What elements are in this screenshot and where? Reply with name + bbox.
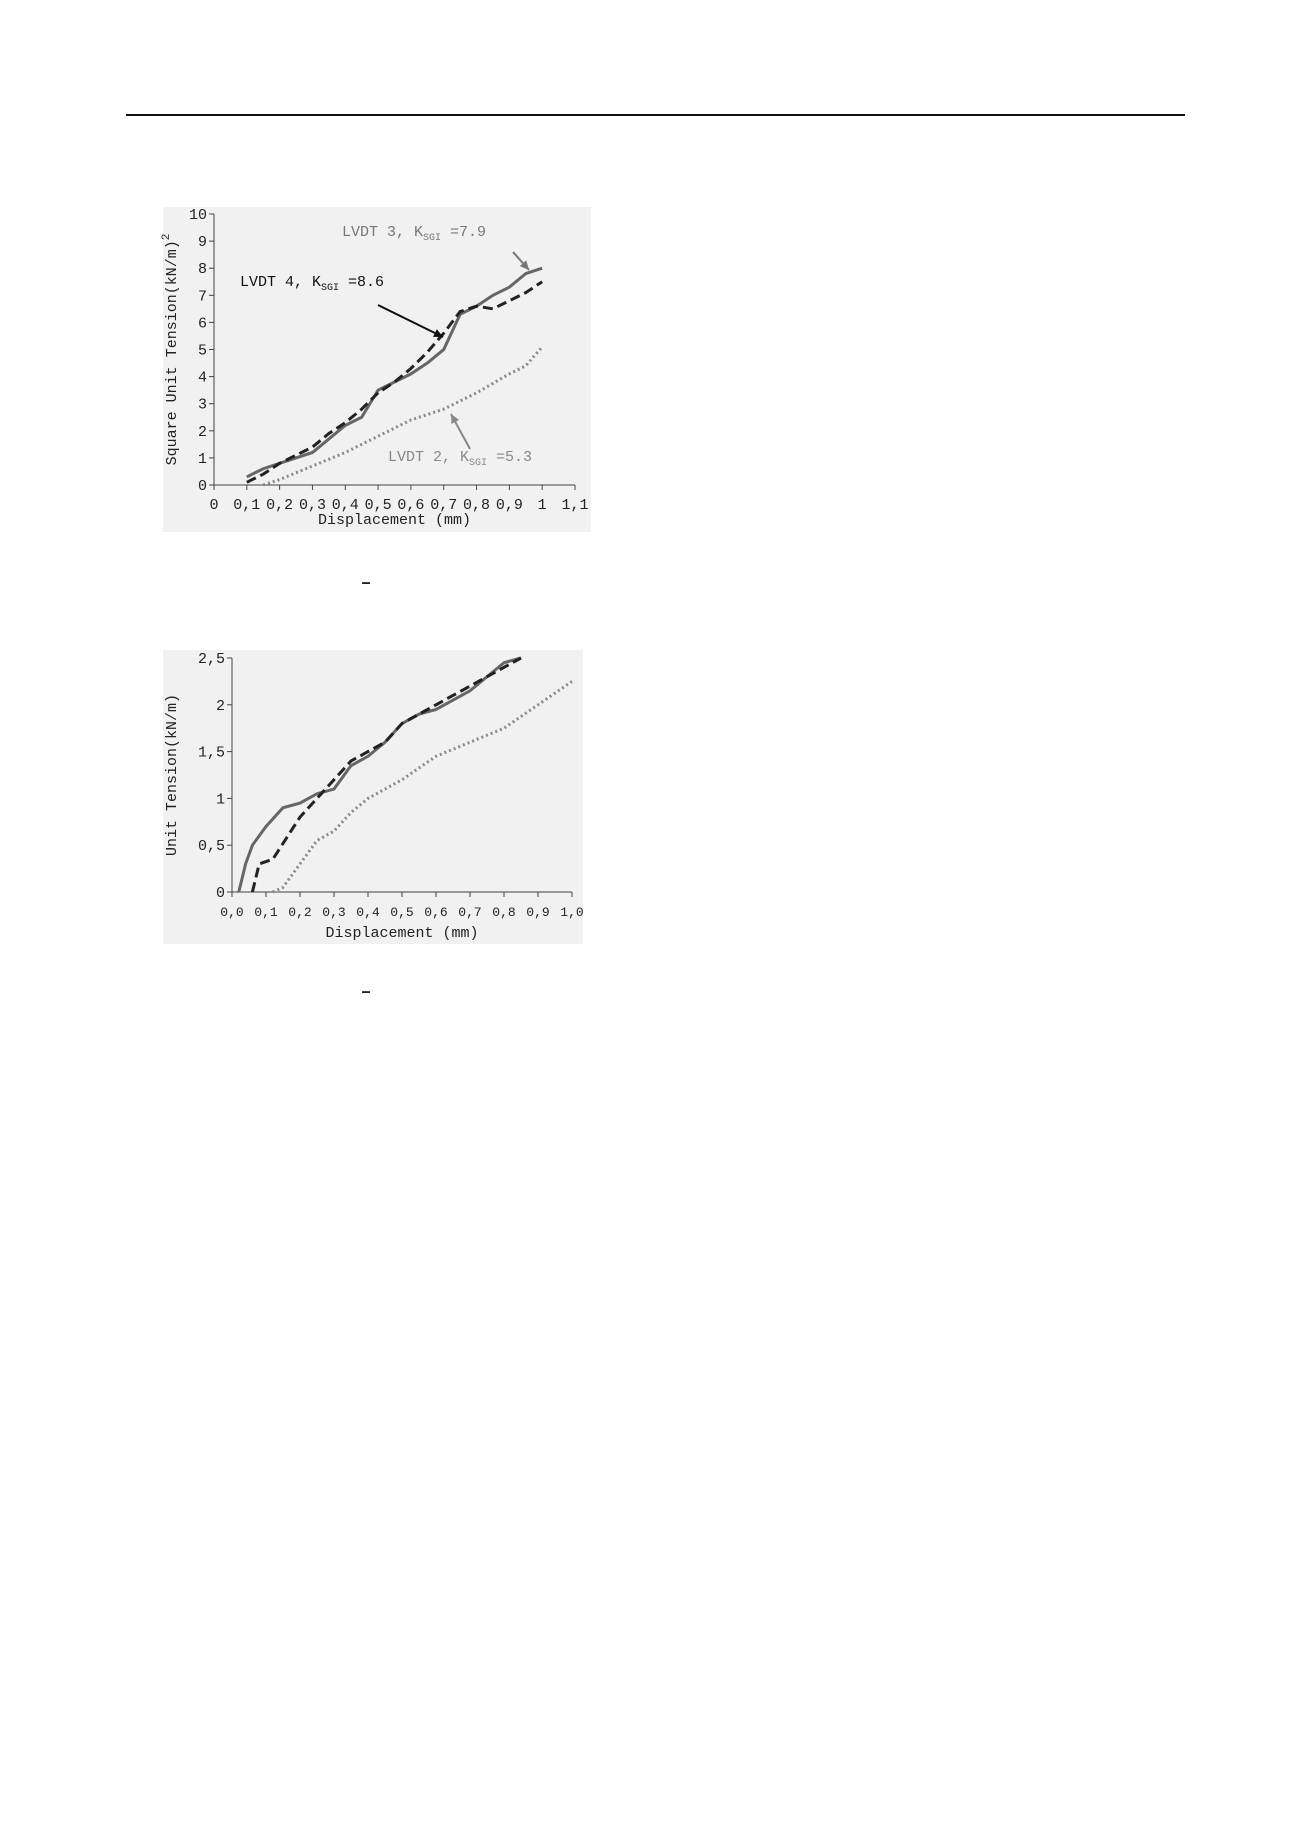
- y-tick-label: 7: [198, 288, 207, 305]
- x-tick-label: 0,4: [356, 905, 380, 920]
- annotation-sub: SGI: [469, 458, 487, 469]
- x-tick-label: 0,7: [430, 497, 457, 514]
- y-tick-label: 10: [189, 207, 207, 224]
- annotation-sub: SGI: [423, 233, 441, 244]
- x-tick-label: 0,5: [365, 497, 392, 514]
- chart: 0 0,5 1 1,5 2 2,5 0,0 0,1 0,2 0,3 0,4 0,5 0,6 0,7 0,8 0…: [163, 650, 584, 1003]
- y-axis-label-text: Unit Tension(kN/m): [164, 694, 181, 856]
- x-tick-label: 1,1: [561, 497, 588, 514]
- y-tick-label: 2: [216, 698, 225, 715]
- x-tick-label: 0,2: [288, 905, 311, 920]
- annotation-arrow: [377, 304, 444, 338]
- x-tick-label: 0,4: [332, 497, 359, 514]
- x-tick-label: 0,0: [220, 905, 243, 920]
- chart-background: [163, 207, 591, 532]
- y-tick-label: 0: [198, 478, 207, 495]
- y-tick-label: 8: [198, 261, 207, 278]
- annotation-text: LVDT 2, K: [388, 449, 469, 466]
- x-tick-label: 0,7: [458, 905, 481, 920]
- annotation-tail: =8.6: [339, 274, 384, 291]
- y-tick-label: 1,5: [198, 745, 225, 762]
- annotation: LVDT 2, KSGI =5.3: [388, 449, 532, 469]
- annotation-tail: =5.3: [487, 449, 532, 466]
- x-tick-label: 0: [209, 497, 218, 514]
- data-line: [262, 345, 544, 487]
- y-axis-label-text: Square Unit Tension(kN/m): [164, 240, 181, 465]
- y-tick-label: 1: [216, 791, 225, 808]
- x-tick-label: 0,9: [496, 497, 523, 514]
- data-line: [246, 280, 544, 484]
- annotation-text: LVDT 4, K: [240, 274, 321, 291]
- y-tick-label: 4: [198, 370, 207, 387]
- y-tick-label: 3: [198, 397, 207, 414]
- data-line: [237, 656, 522, 893]
- x-tick-label: 0,8: [463, 497, 490, 514]
- x-tick-label: 0,6: [397, 497, 424, 514]
- y-tick-label: 2,5: [198, 651, 225, 668]
- arrow-head: [433, 329, 443, 337]
- annotation-tail: =7.9: [441, 224, 486, 241]
- figure-caption: –: [361, 983, 372, 1003]
- y-tick-label: 0: [216, 885, 225, 902]
- x-tick-label: 0,9: [526, 905, 549, 920]
- figure-caption: –: [361, 574, 372, 594]
- arrow-head: [451, 414, 460, 424]
- annotation: LVDT 3, KSGI =7.9: [342, 224, 486, 244]
- x-axis-label: Displacement (mm): [325, 925, 478, 942]
- x-tick-label: 0,6: [424, 905, 447, 920]
- y-tick-label: 1: [198, 451, 207, 468]
- x-tick-label: 1: [538, 497, 547, 514]
- chart: 0 1 2 3 4 5 6 7 8 9 10 0 0,1 0,2 0,3 0,4 0,5 0,6 0,7 0,8 0,9…: [161, 207, 591, 594]
- x-tick-label: 0,8: [492, 905, 515, 920]
- x-tick-label: 0,5: [390, 905, 413, 920]
- y-tick-label: 2: [198, 424, 207, 441]
- x-axis-label: Displacement (mm): [318, 512, 471, 529]
- x-tick-label: 0,3: [299, 497, 326, 514]
- x-tick-label: 0,2: [266, 497, 293, 514]
- data-line: [272, 680, 573, 894]
- x-tick-label: 0,1: [233, 497, 260, 514]
- data-line: [246, 266, 543, 479]
- arrow-head: [519, 260, 529, 270]
- y-tick-label: 5: [198, 343, 207, 360]
- data-line: [250, 656, 522, 893]
- annotation-sub: SGI: [321, 283, 339, 294]
- y-tick-label: 6: [198, 315, 207, 332]
- x-tick-label: 0,3: [322, 905, 345, 920]
- annotation-text: LVDT 3, K: [342, 224, 423, 241]
- y-axis-label: Square Unit Tension(kN/m)2: [161, 234, 181, 466]
- annotation: LVDT 4, KSGI =8.6: [240, 274, 384, 294]
- x-tick-label: 1,0: [560, 905, 583, 920]
- y-tick-label: 0,5: [198, 838, 225, 855]
- y-axis-label-sup: 2: [161, 234, 173, 241]
- y-axis-label: Unit Tension(kN/m): [164, 694, 181, 856]
- x-tick-label: 0,1: [254, 905, 278, 920]
- y-tick-label: 9: [198, 234, 207, 251]
